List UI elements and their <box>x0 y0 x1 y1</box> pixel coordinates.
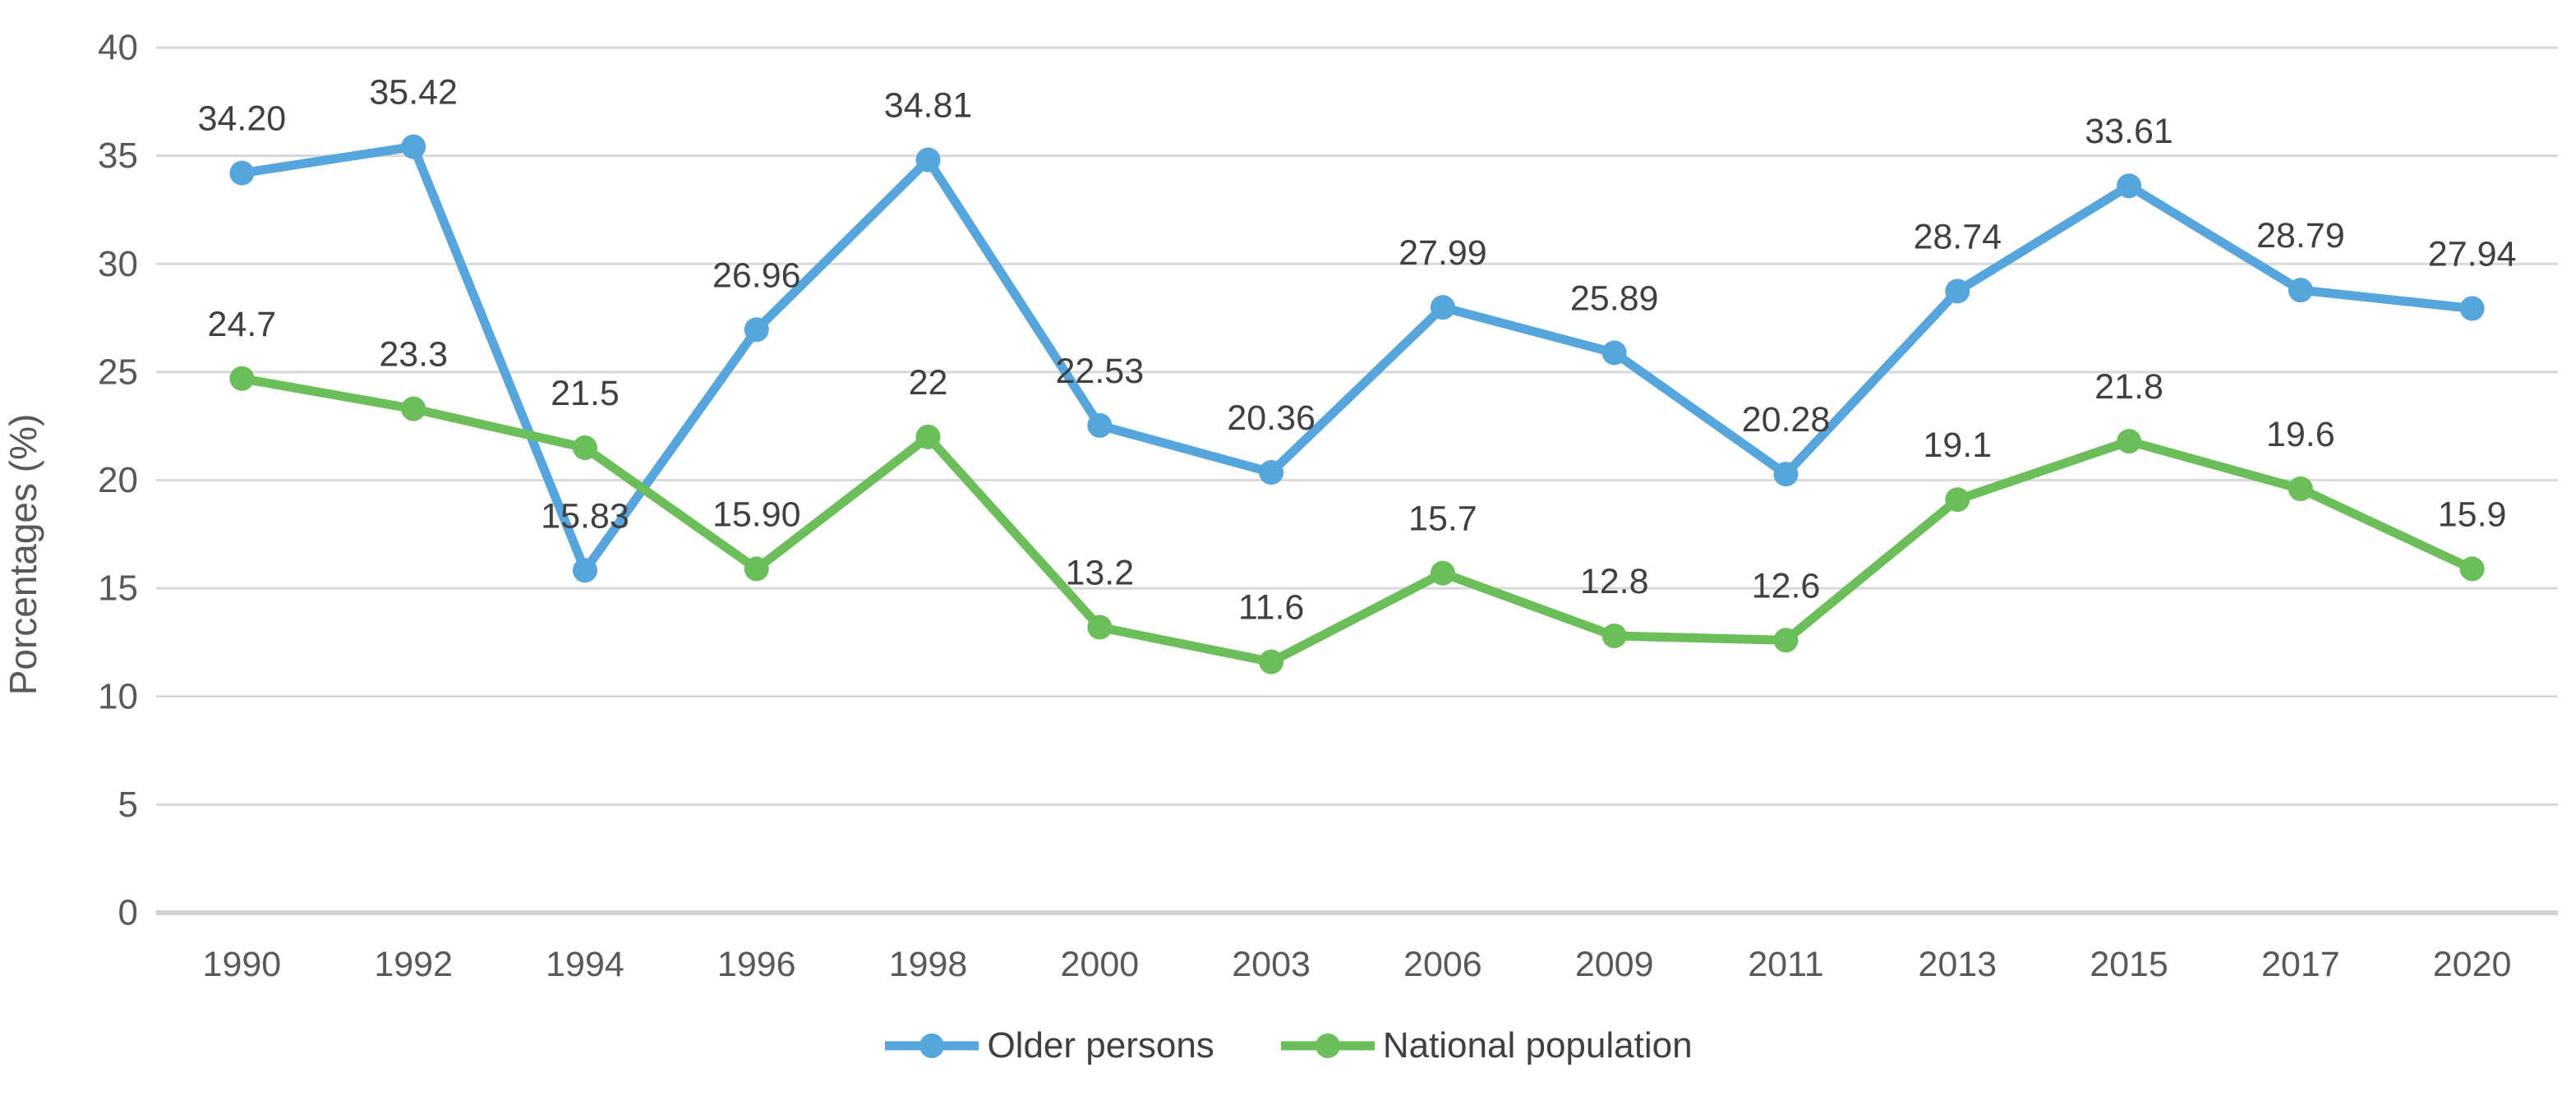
legend-marker-dot <box>1315 1033 1340 1058</box>
data-point-marker-national-population <box>915 424 941 449</box>
data-point-marker-older-persons <box>1430 295 1455 320</box>
legend-item-older-persons: Older persons <box>883 1025 1214 1066</box>
data-point-marker-national-population <box>2117 429 2142 454</box>
data-label-older-persons: 20.36 <box>1227 398 1316 438</box>
data-label-national-population: 19.1 <box>1923 426 1992 465</box>
x-tick-label: 2009 <box>1575 945 1654 984</box>
data-point-marker-older-persons <box>1087 412 1113 438</box>
data-point-marker-national-population <box>229 366 255 391</box>
data-label-older-persons: 34.81 <box>884 86 973 126</box>
y-tick-label: 5 <box>118 785 138 825</box>
y-tick-label: 0 <box>118 893 138 933</box>
data-point-marker-older-persons <box>2117 173 2142 199</box>
data-label-older-persons: 28.74 <box>1913 217 2002 256</box>
data-label-national-population: 21.8 <box>2094 367 2164 407</box>
data-point-marker-national-population <box>1087 614 1113 640</box>
data-label-national-population: 21.5 <box>551 374 620 413</box>
data-label-national-population: 12.6 <box>1752 566 1821 605</box>
data-point-marker-older-persons <box>2459 296 2485 321</box>
legend: Older persons National population <box>0 1025 2576 1066</box>
data-point-marker-national-population <box>1945 487 1970 513</box>
y-axis-tick-labels: 40 35 30 25 20 15 10 5 0 <box>98 28 138 933</box>
legend-marker-dot <box>919 1033 945 1058</box>
data-label-national-population: 22 <box>909 363 948 403</box>
data-point-marker-older-persons <box>744 317 769 343</box>
x-tick-label: 2000 <box>1060 945 1139 984</box>
series-lines <box>229 134 2485 674</box>
data-label-national-population: 15.7 <box>1408 499 1477 539</box>
data-label-older-persons: 26.96 <box>712 255 801 295</box>
data-point-marker-older-persons <box>401 134 426 159</box>
data-label-national-population: 23.3 <box>379 335 448 375</box>
data-point-marker-older-persons <box>229 160 255 186</box>
legend-line-marker-icon <box>885 1033 979 1058</box>
data-label-national-population: 19.6 <box>2266 415 2335 454</box>
x-tick-label: 2015 <box>2090 945 2168 984</box>
data-label-national-population: 15.9 <box>2438 495 2507 534</box>
data-label-older-persons: 27.99 <box>1399 233 1487 273</box>
y-tick-label: 20 <box>98 460 138 500</box>
y-tick-label: 10 <box>98 676 138 716</box>
x-tick-label: 2003 <box>1232 945 1311 984</box>
series-line-older-persons <box>237 142 2477 575</box>
y-tick-label: 25 <box>98 352 138 392</box>
data-label-national-population: 24.7 <box>208 305 277 344</box>
x-axis-tick-labels: 1990 1992 1994 1996 1998 2000 2003 2006 2009 2011… <box>203 945 2512 984</box>
data-label-national-population: 15.90 <box>712 495 801 534</box>
x-tick-label: 1994 <box>546 945 624 984</box>
data-point-marker-older-persons <box>2288 278 2313 303</box>
data-label-older-persons: 25.89 <box>1570 278 1659 318</box>
data-point-marker-national-population <box>1430 560 1455 586</box>
data-label-older-persons: 22.53 <box>1056 352 1145 391</box>
data-label-national-population: 12.8 <box>1580 562 1649 601</box>
data-point-marker-national-population <box>744 556 769 582</box>
data-label-older-persons: 27.94 <box>2428 234 2517 274</box>
x-tick-label: 2013 <box>1918 945 1997 984</box>
data-label-older-persons: 34.20 <box>198 99 287 139</box>
data-label-older-persons: 28.79 <box>2256 216 2345 255</box>
x-tick-label: 2006 <box>1403 945 1482 984</box>
x-tick-label: 2011 <box>1748 945 1823 984</box>
legend-line-marker-icon <box>1280 1033 1375 1058</box>
data-point-marker-older-persons <box>572 558 597 583</box>
legend-item-national-population: National population <box>1279 1025 1693 1066</box>
data-point-marker-national-population <box>2459 556 2485 582</box>
y-tick-label: 15 <box>98 568 138 609</box>
data-labels: 34.20 35.42 15.83 26.96 34.81 22.53 20.36 27.99… <box>198 73 2517 628</box>
x-tick-label: 1990 <box>203 945 282 984</box>
data-point-marker-older-persons <box>915 147 941 173</box>
data-label-older-persons: 35.42 <box>369 73 458 113</box>
data-point-marker-older-persons <box>1773 462 1799 487</box>
gridlines <box>156 46 2558 915</box>
series-line-national-population <box>237 374 2477 667</box>
y-tick-label: 30 <box>98 244 138 284</box>
data-label-national-population: 13.2 <box>1065 554 1134 593</box>
y-tick-label: 40 <box>98 28 138 68</box>
data-point-marker-national-population <box>2288 476 2313 502</box>
data-label-older-persons: 20.28 <box>1742 400 1831 440</box>
x-tick-label: 1998 <box>889 945 968 984</box>
data-point-marker-national-population <box>401 396 426 421</box>
data-point-marker-national-population <box>1773 628 1799 653</box>
data-label-older-persons: 15.83 <box>541 496 629 536</box>
data-point-marker-national-population <box>1601 624 1627 649</box>
x-tick-label: 1992 <box>374 945 453 984</box>
x-tick-label: 2020 <box>2433 945 2512 984</box>
legend-label: National population <box>1382 1025 1693 1065</box>
x-tick-label: 1996 <box>717 945 796 984</box>
data-point-marker-older-persons <box>1259 460 1284 486</box>
data-point-marker-national-population <box>1259 649 1284 674</box>
data-point-marker-older-persons <box>1945 278 1970 304</box>
legend-label: Older persons <box>987 1025 1214 1065</box>
x-tick-label: 2017 <box>2261 945 2340 984</box>
y-tick-label: 35 <box>98 136 138 176</box>
data-point-marker-national-population <box>572 435 597 461</box>
data-point-marker-older-persons <box>1601 340 1627 366</box>
data-label-older-persons: 33.61 <box>2085 112 2173 151</box>
data-label-national-population: 11.6 <box>1238 588 1305 628</box>
y-axis-title: Porcentages (%) <box>2 414 44 696</box>
